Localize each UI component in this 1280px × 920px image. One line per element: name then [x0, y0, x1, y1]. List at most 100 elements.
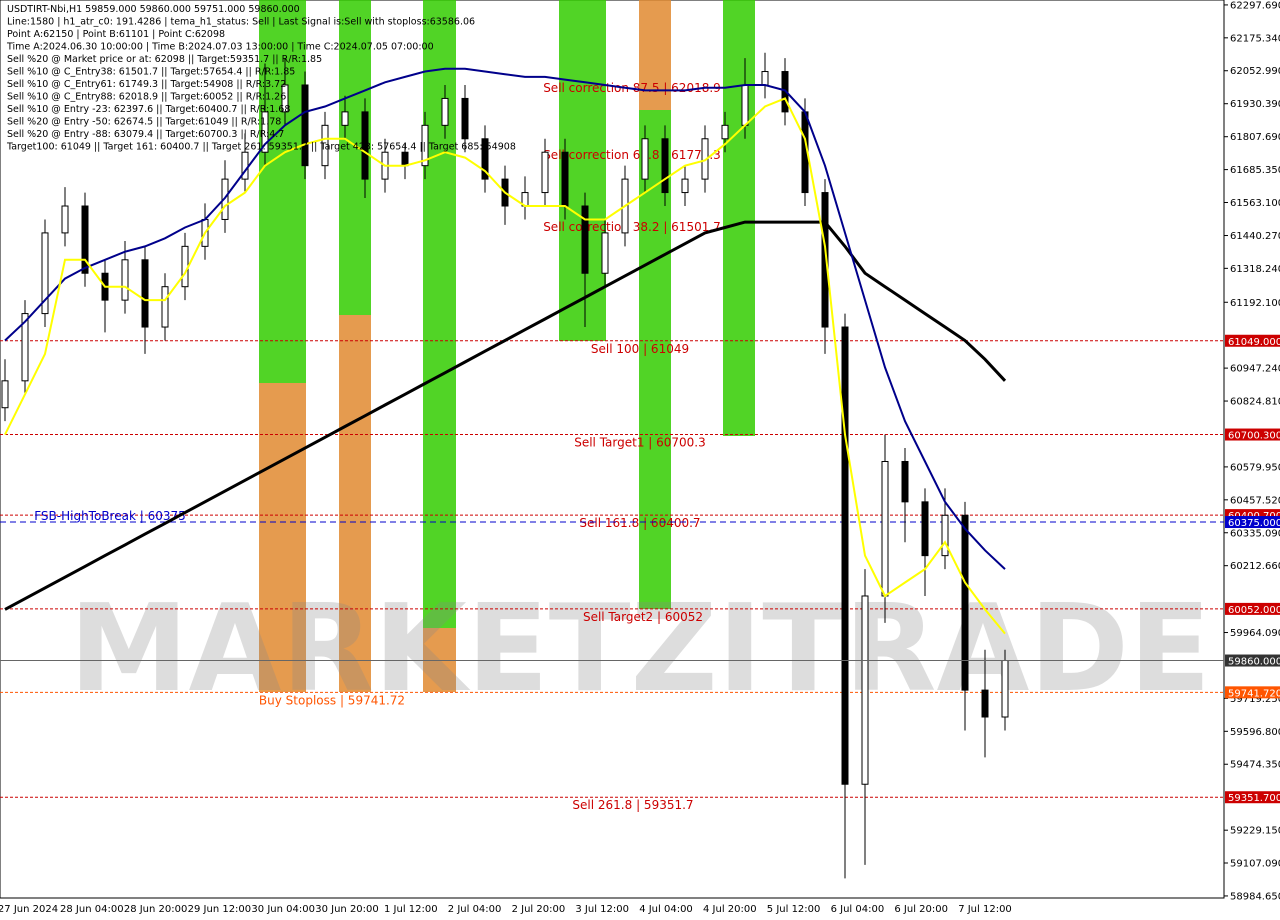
x-tick-label: 29 Jun 12:00	[188, 904, 252, 915]
y-tick-label: 58984.650	[1230, 891, 1280, 902]
zone	[423, 0, 456, 628]
y-tick-label: 59719.250	[1230, 694, 1280, 705]
info-line: Time A:2024.06.30 10:00:00 | Time B:2024…	[6, 42, 434, 53]
info-line: Sell %20 @ Market price or at: 62098 || …	[7, 54, 322, 65]
y-tick-label: 61318.240	[1230, 264, 1280, 275]
x-tick-label: 28 Jun 20:00	[124, 904, 188, 915]
y-tick-label: 61563.100	[1230, 198, 1280, 209]
y-tick-label: 61685.350	[1230, 165, 1280, 176]
candle-body	[641, 138, 649, 180]
candle-body	[1001, 660, 1009, 718]
y-tick-label: 59229.150	[1230, 826, 1280, 837]
y-tick-label: 60947.240	[1230, 364, 1280, 375]
price-badge	[1225, 791, 1280, 804]
candle-body	[841, 326, 849, 785]
price-badge-label: 60375.000	[1228, 518, 1280, 529]
candle-body	[61, 205, 69, 234]
x-tick-label: 6 Jul 20:00	[894, 904, 948, 915]
candle-body	[861, 595, 869, 785]
y-tick-label: 60457.520	[1230, 495, 1280, 506]
x-tick-label: 2 Jul 04:00	[448, 904, 502, 915]
candle-body	[321, 124, 329, 167]
x-tick-label: 5 Jul 12:00	[767, 904, 821, 915]
level-label: Sell correction 61.8 | 61770.3	[543, 148, 721, 162]
candle-body	[581, 205, 589, 274]
zone	[639, 0, 671, 110]
candle-body	[541, 151, 549, 194]
price-badge-label: 59351.700	[1228, 793, 1280, 804]
y-tick-label: 62297.690	[1230, 0, 1280, 11]
y-tick-label: 62052.990	[1230, 66, 1280, 77]
y-tick-label: 59474.350	[1230, 760, 1280, 771]
price-badge-label: 61049.000	[1228, 337, 1280, 348]
x-tick-label: 2 Jul 20:00	[512, 904, 566, 915]
level-label: Sell 100 | 61049	[591, 342, 689, 356]
level-label: Buy Stoploss | 59741.72	[259, 693, 405, 707]
candle-body	[941, 514, 949, 557]
y-tick-label: 59107.090	[1230, 859, 1280, 870]
candle-body	[1, 380, 9, 409]
watermark: MARKETZITRADE	[69, 580, 1211, 719]
candle-body	[881, 461, 889, 597]
price-badge	[1225, 428, 1280, 441]
x-tick-label: 7 Jul 12:00	[958, 904, 1012, 915]
candle-body	[301, 84, 309, 167]
y-tick-label: 59596.800	[1230, 727, 1280, 738]
candle-body	[81, 205, 89, 274]
price-badge-label: 59741.720	[1228, 688, 1280, 699]
level-label: Sell Target1 | 60700.3	[574, 436, 706, 450]
info-line: Sell %10 @ C_Entry61: 61749.3 || Target:…	[7, 79, 286, 90]
candle-body	[981, 689, 989, 718]
price-badge-label: 60052.000	[1228, 605, 1280, 616]
x-tick-label: 6 Jul 04:00	[831, 904, 885, 915]
level-label: Sell correction 38.2 | 61501.7	[543, 220, 721, 234]
candle-body	[681, 178, 689, 194]
candle-body	[41, 232, 49, 315]
info-line: Sell %20 @ Entry -50: 62674.5 || Target:…	[7, 117, 281, 128]
candle-body	[261, 111, 269, 153]
candle-body	[481, 138, 489, 180]
candle-body	[661, 138, 669, 194]
candle-body	[21, 313, 29, 382]
info-line: Sell %20 @ Entry -88: 63079.4 || Target:…	[7, 129, 284, 140]
price-badge	[1225, 654, 1280, 667]
y-tick-label: 62175.340	[1230, 33, 1280, 44]
candle-body	[361, 111, 369, 180]
y-tick-label: 61192.100	[1230, 298, 1280, 309]
price-badge-label: 60700.300	[1228, 431, 1280, 442]
candle-body	[901, 461, 909, 503]
candle-body	[821, 192, 829, 328]
ma-line	[4, 97, 1006, 635]
ma-line	[4, 220, 1007, 611]
candle-body	[741, 84, 749, 126]
candle-body	[761, 71, 769, 86]
info-line: Sell %10 @ Entry -23: 62397.6 || Target:…	[7, 104, 290, 115]
y-tick-label: 60824.810	[1230, 397, 1280, 408]
candle-body	[121, 259, 129, 301]
y-tick-label: 59964.090	[1230, 628, 1280, 639]
candle-body	[961, 514, 969, 691]
candle-body	[441, 97, 449, 126]
zone	[339, 315, 371, 692]
candle-body	[341, 111, 349, 126]
x-tick-label: 30 Jun 04:00	[251, 904, 315, 915]
level-label: Sell 261.8 | 59351.7	[572, 798, 693, 812]
price-badge-label: 59860.000	[1228, 657, 1280, 668]
info-line: Point A:62150 | Point B:61101 | Point C:…	[7, 29, 225, 40]
candle-body	[281, 84, 289, 113]
info-line: USDTIRT-Nbi,H1 59859.000 59860.000 59751…	[7, 4, 300, 15]
price-badge	[1225, 602, 1280, 615]
price-badge	[1225, 334, 1280, 347]
ma-line	[4, 67, 1006, 570]
info-line: Line:1580 | h1_atr_c0: 191.4286 | tema_h…	[7, 17, 475, 28]
candle-body	[921, 501, 929, 557]
price-badge	[1225, 686, 1280, 699]
x-tick-label: 30 Jun 20:00	[315, 904, 379, 915]
y-tick-label: 60579.950	[1230, 462, 1280, 473]
zone	[423, 628, 456, 692]
level-label: FSB-HighToBreak | 60375	[34, 509, 186, 523]
info-line: Sell %10 @ C_Entry88: 62018.9 || Target:…	[7, 92, 286, 103]
candle-body	[141, 259, 149, 328]
level-label: Sell Target2 | 60052	[583, 610, 703, 624]
candle-body	[421, 124, 429, 167]
